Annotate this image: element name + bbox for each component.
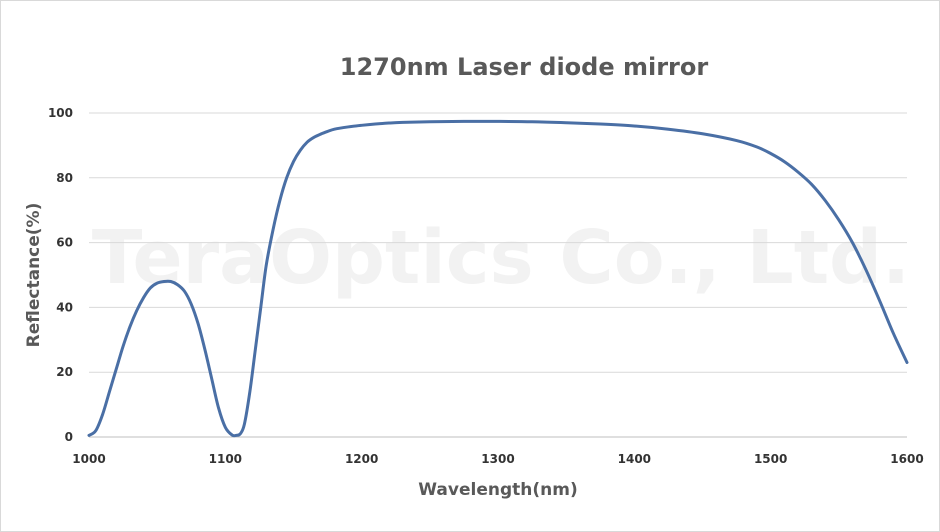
x-tick-labels: 1000 1100 1200 1300 1400 1500 1600 [72,452,923,466]
y-axis-label: Reflectance(%) [24,203,44,348]
watermark: TeraOptics Co., Ltd. [92,215,910,301]
y-tick-label: 40 [56,300,73,314]
x-tick-label: 1400 [618,452,651,466]
x-tick-label: 1600 [890,452,923,466]
x-tick-label: 1300 [481,452,514,466]
y-tick-label: 20 [56,365,73,379]
x-tick-label: 1100 [209,452,242,466]
x-axis-label: Wavelength(nm) [418,480,577,500]
reflectance-curve [87,119,909,438]
x-tick-label: 1200 [345,452,378,466]
x-tick-label: 1000 [72,452,105,466]
grid [89,112,907,373]
chart-title: 1270nm Laser diode mirror [340,53,709,81]
y-tick-label: 60 [56,236,73,250]
y-tick-label: 0 [65,430,73,444]
y-tick-label: 80 [56,171,73,185]
y-tick-label: 100 [48,106,73,120]
x-tick-label: 1500 [754,452,787,466]
y-tick-labels: 0 20 40 60 80 100 [48,106,73,444]
